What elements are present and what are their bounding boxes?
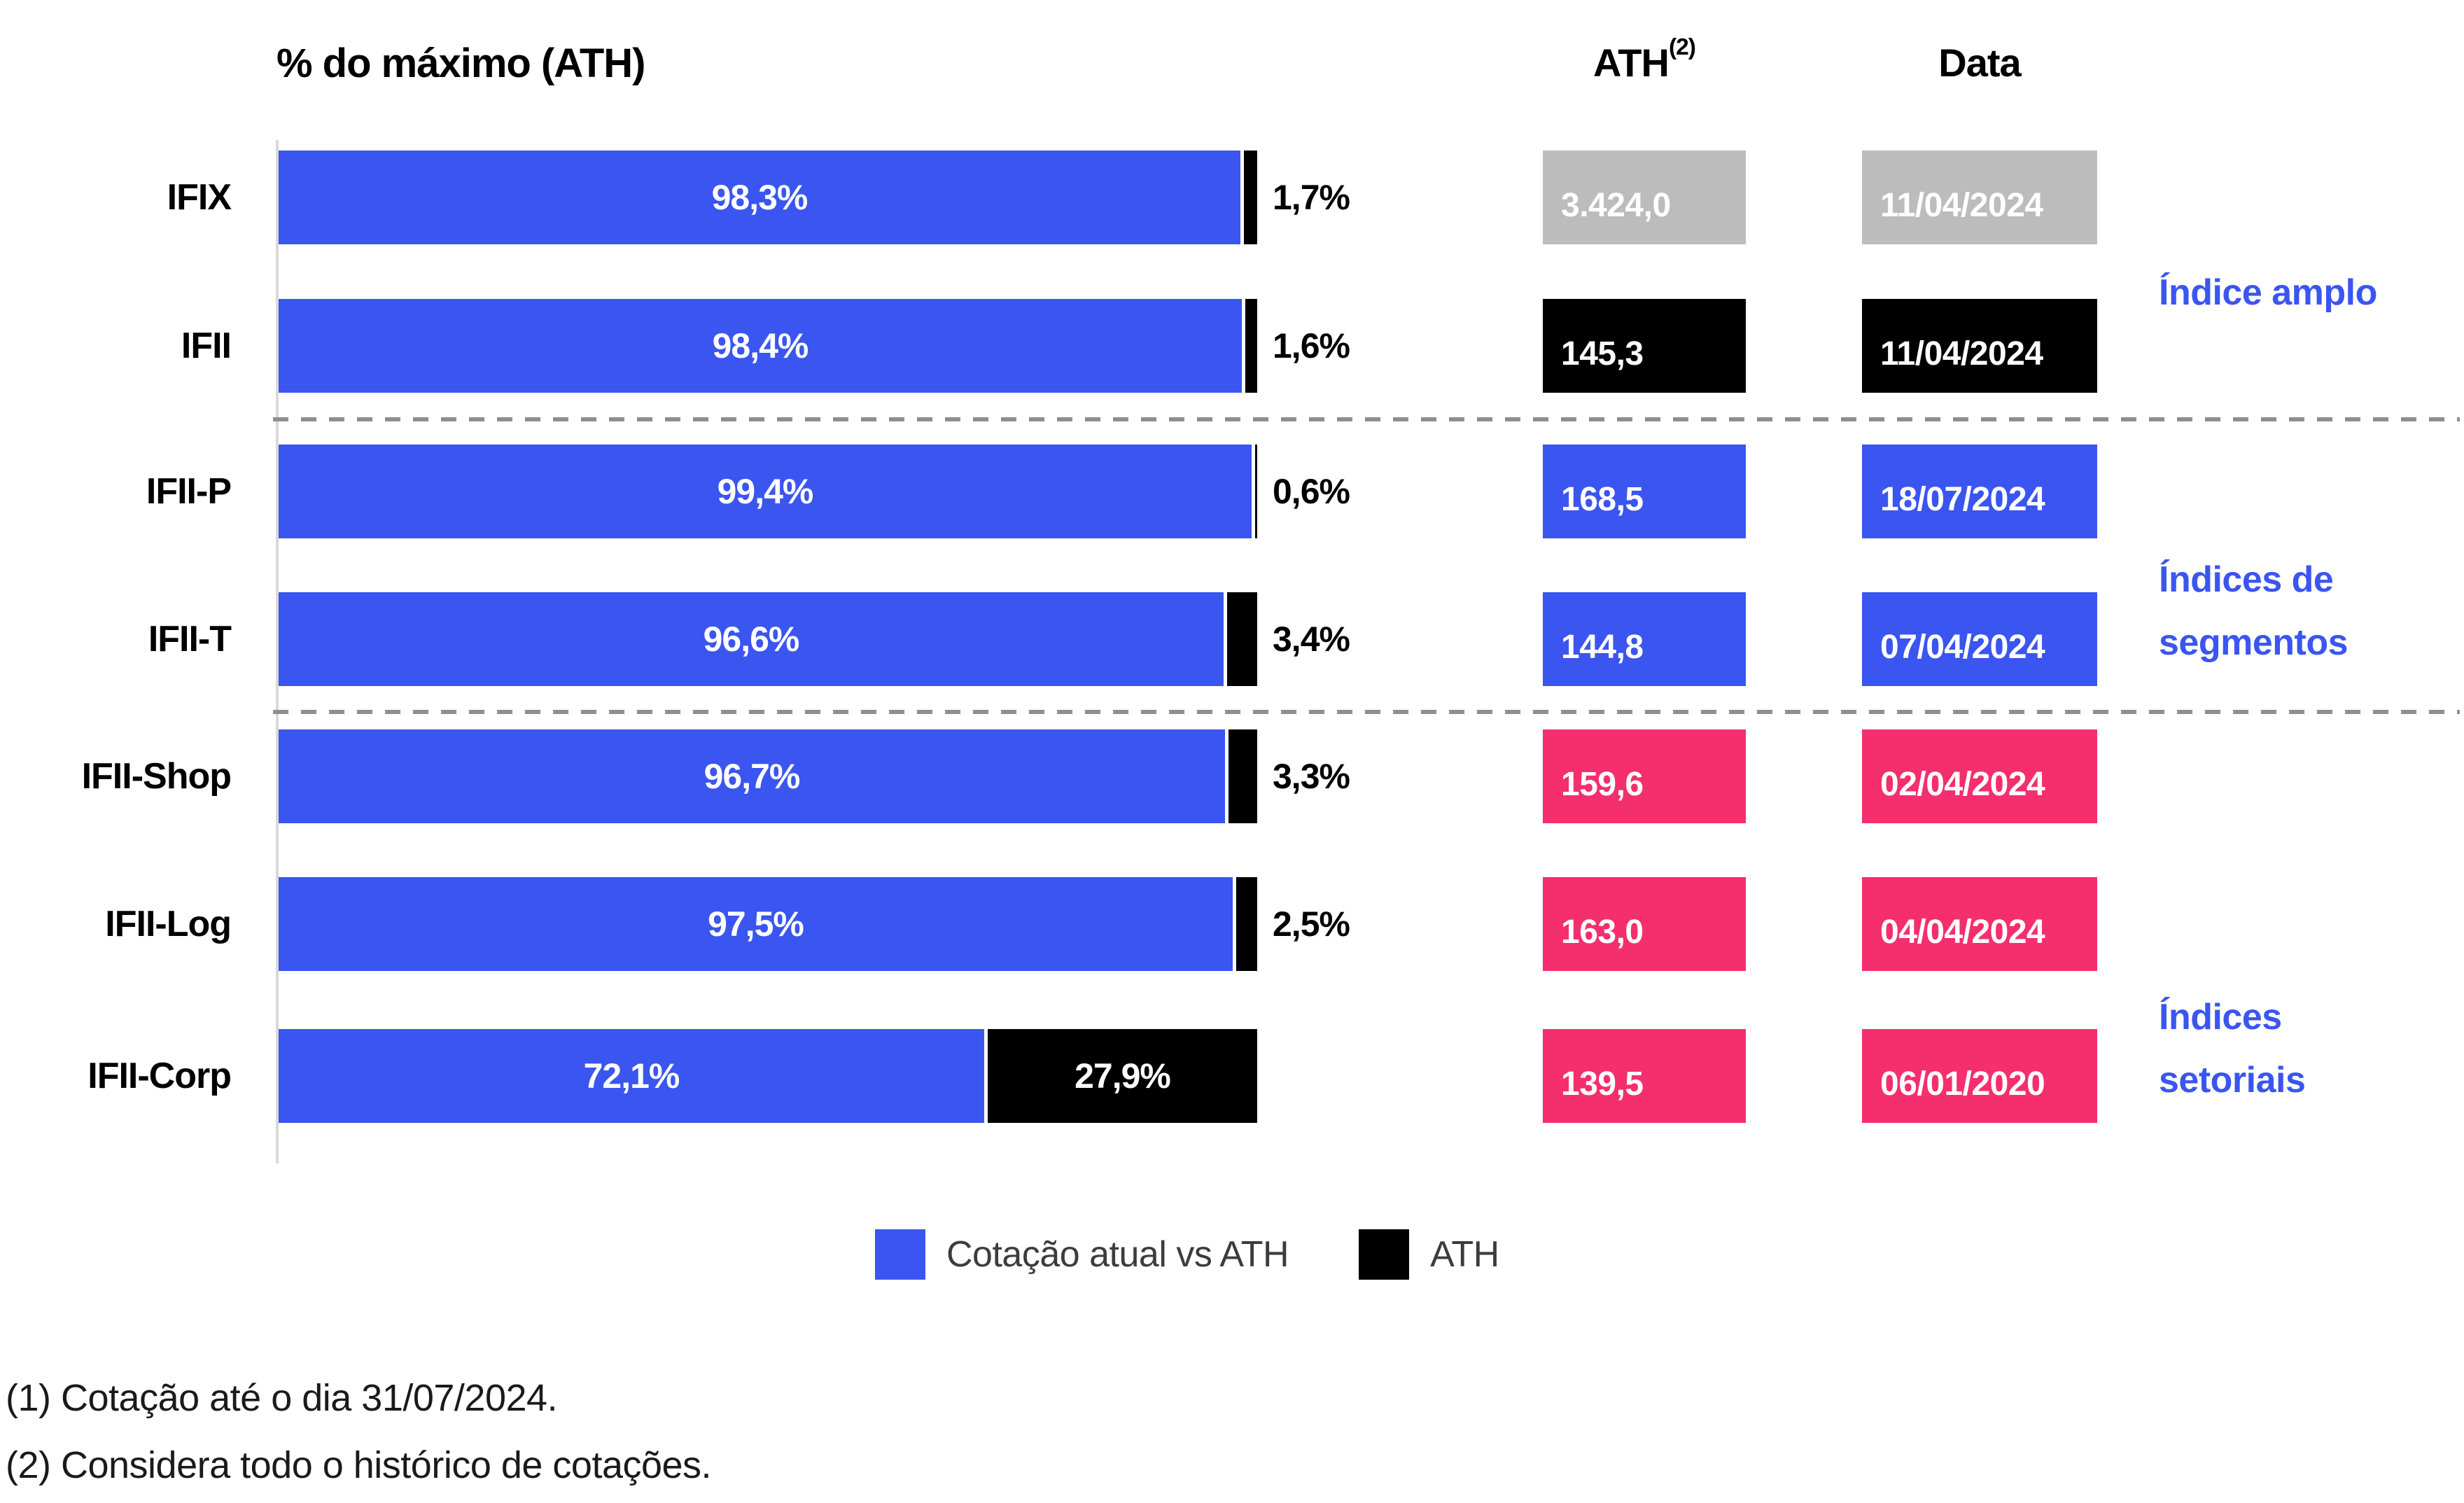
ath-header-text: ATH xyxy=(1593,41,1670,85)
bar-segment-current: 96,7% xyxy=(279,729,1225,823)
bar-track: 99,4% xyxy=(279,445,1257,538)
bar-track: 97,5% xyxy=(279,877,1257,971)
bar-current-value-label: 99,4% xyxy=(717,472,814,511)
ath-date-box: 11/04/2024 xyxy=(1862,299,2097,393)
chart-row: IFIX 98,3% 1,7% 3.424,0 11/04/2024 xyxy=(0,151,2464,244)
row-category-label: IFII-Log xyxy=(105,904,232,944)
legend-swatch-ath xyxy=(1359,1229,1410,1280)
ath-value: 163,0 xyxy=(1561,913,1644,951)
chart-row: IFII-Log 97,5% 2,5% 163,0 04/04/2024 xyxy=(0,877,2464,971)
group-separator-line xyxy=(273,710,2460,714)
ath-value-box: 139,5 xyxy=(1543,1029,1746,1123)
bar-segment-current: 96,6% xyxy=(279,592,1224,686)
ath-column-header: ATH(2) xyxy=(1539,34,1749,85)
bar-current-value-label: 72,1% xyxy=(583,1056,680,1096)
ath-date: 02/04/2024 xyxy=(1880,765,2045,803)
bar-segment-current: 97,5% xyxy=(279,877,1233,971)
y-axis-line xyxy=(276,140,279,1163)
bar-segment-ath xyxy=(1255,445,1257,538)
ath-value-box: 163,0 xyxy=(1543,877,1746,971)
bar-segment-current: 98,4% xyxy=(279,299,1242,393)
row-category-label: IFII-P xyxy=(146,471,232,512)
ath-value-box: 145,3 xyxy=(1543,299,1746,393)
ath-value-box: 168,5 xyxy=(1543,445,1746,538)
chart-row: IFII-T 96,6% 3,4% 144,8 07/04/2024 xyxy=(0,592,2464,686)
legend-label-ath: ATH xyxy=(1430,1234,1499,1275)
bar-track: 98,4% xyxy=(279,299,1257,393)
ath-date: 07/04/2024 xyxy=(1880,628,2045,666)
ath-value: 145,3 xyxy=(1561,335,1644,372)
chart-title: % do máximo (ATH) xyxy=(276,41,645,86)
ath-date-box: 11/04/2024 xyxy=(1862,151,2097,244)
ath-value-box: 144,8 xyxy=(1543,592,1746,686)
bar-remainder-label: 0,6% xyxy=(1273,472,1350,511)
bar-segment-current: 99,4% xyxy=(279,445,1252,538)
ath-value-box: 3.424,0 xyxy=(1543,151,1746,244)
row-category-label: IFII-Corp xyxy=(88,1056,232,1096)
bar-current-value-label: 96,6% xyxy=(703,620,800,659)
bar-track: 72,1% 27,9% xyxy=(279,1029,1257,1123)
group-label-indices-de-segmentos: Índices de segmentos xyxy=(2159,559,2348,663)
ath-date: 11/04/2024 xyxy=(1880,335,2043,372)
bar-segment-ath xyxy=(1245,299,1257,393)
group-separator-line xyxy=(273,417,2460,421)
ath-date-box: 18/07/2024 xyxy=(1862,445,2097,538)
ath-date-box: 02/04/2024 xyxy=(1862,729,2097,823)
ath-header-superscript: (2) xyxy=(1668,34,1696,60)
row-category-label: IFII-T xyxy=(148,619,232,659)
chart-row: IFII-Corp 72,1% 27,9% 139,5 06/01/2020 xyxy=(0,1029,2464,1123)
bar-current-value-label: 97,5% xyxy=(708,904,804,944)
ath-date-box: 07/04/2024 xyxy=(1862,592,2097,686)
bar-segment-ath xyxy=(1228,729,1257,823)
bar-ath-value-label: 27,9% xyxy=(1074,1056,1171,1096)
legend: Cotação atual vs ATH ATH xyxy=(875,1228,1499,1281)
bar-remainder-label: 3,4% xyxy=(1273,620,1350,659)
bar-segment-ath xyxy=(1244,151,1257,244)
ath-date: 04/04/2024 xyxy=(1880,913,2045,951)
ath-value: 144,8 xyxy=(1561,628,1644,666)
bar-segment-ath: 27,9% xyxy=(988,1029,1257,1123)
ath-value: 139,5 xyxy=(1561,1065,1644,1103)
row-category-label: IFII-Shop xyxy=(81,756,232,797)
ath-date-box: 04/04/2024 xyxy=(1862,877,2097,971)
legend-swatch-current xyxy=(875,1229,925,1280)
chart-row: IFII 98,4% 1,6% 145,3 11/04/2024 xyxy=(0,299,2464,393)
bar-segment-current: 98,3% xyxy=(279,151,1240,244)
ath-value: 3.424,0 xyxy=(1561,186,1671,224)
bar-remainder-label: 1,6% xyxy=(1273,326,1350,365)
bar-track: 96,7% xyxy=(279,729,1257,823)
bar-current-value-label: 96,7% xyxy=(704,757,801,796)
data-column-header: Data xyxy=(1938,41,2021,85)
bar-segment-ath xyxy=(1236,877,1257,971)
row-category-label: IFIX xyxy=(167,177,232,218)
bar-track: 98,3% xyxy=(279,151,1257,244)
ath-value: 168,5 xyxy=(1561,480,1644,518)
ath-date: 18/07/2024 xyxy=(1880,480,2045,518)
bar-segment-current: 72,1% xyxy=(279,1029,984,1123)
chart-row: IFII-P 99,4% 0,6% 168,5 18/07/2024 xyxy=(0,445,2464,538)
footnote-1: (1) Cotação até o dia 31/07/2024. xyxy=(6,1377,558,1419)
group-label-indice-amplo: Índice amplo xyxy=(2159,272,2377,313)
bar-track: 96,6% xyxy=(279,592,1257,686)
bar-current-value-label: 98,4% xyxy=(712,326,809,365)
ath-value-box: 159,6 xyxy=(1543,729,1746,823)
bar-segment-ath xyxy=(1227,592,1257,686)
ath-value: 159,6 xyxy=(1561,765,1644,803)
ath-date: 06/01/2020 xyxy=(1880,1065,2045,1103)
ath-date: 11/04/2024 xyxy=(1880,186,2043,224)
bar-remainder-label: 1,7% xyxy=(1273,178,1350,217)
footnote-2: (2) Considera todo o histórico de cotaçõ… xyxy=(6,1444,712,1486)
bar-remainder-label: 2,5% xyxy=(1273,904,1350,944)
ath-date-box: 06/01/2020 xyxy=(1862,1029,2097,1123)
bar-current-value-label: 98,3% xyxy=(711,178,808,217)
row-category-label: IFII xyxy=(181,326,232,366)
legend-label-current: Cotação atual vs ATH xyxy=(946,1234,1289,1275)
group-label-indices-setoriais: Índices setoriais xyxy=(2159,997,2306,1100)
bar-remainder-label: 3,3% xyxy=(1273,757,1350,796)
chart-row: IFII-Shop 96,7% 3,3% 159,6 02/04/2024 xyxy=(0,729,2464,823)
